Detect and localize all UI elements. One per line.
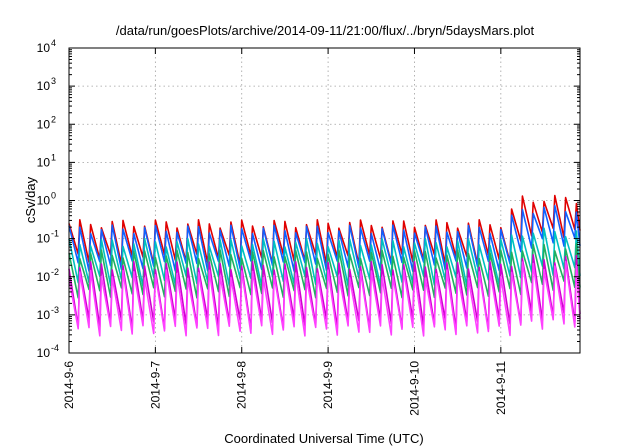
grid-layer	[69, 48, 580, 353]
x-tick-label: 2014-9-11	[494, 361, 508, 415]
y-tick-label: 10	[37, 308, 51, 322]
x-tick-label: 2014-9-9	[321, 361, 335, 409]
series-layer	[68, 194, 581, 337]
y-tick-base: 10	[37, 79, 51, 93]
y-tick-label: 10	[37, 117, 51, 131]
y-tick-exponent: -3	[51, 305, 59, 315]
y-tick-label: 10	[37, 155, 51, 169]
y-tick-label: 10	[37, 41, 51, 55]
chart-title: /data/run/goesPlots/archive/2014-09-11/2…	[116, 23, 535, 38]
y-tick-base: 10	[37, 346, 51, 360]
x-tick-label: 2014-9-8	[235, 361, 249, 409]
y-tick-label: 10	[37, 232, 51, 246]
y-tick-exponent: -1	[51, 229, 59, 239]
y-tick-exponent: 1	[51, 152, 56, 162]
x-tick-label: 2014-9-10	[407, 361, 421, 416]
y-axis-label: cSv/day	[23, 176, 38, 223]
y-tick-exponent: -2	[51, 267, 59, 277]
y-tick-exponent: -4	[51, 343, 59, 353]
x-tick-label: 2014-9-7	[148, 361, 162, 409]
x-tick-layer: 2014-9-6 2014-9-7 2014-9-8 2014-9-9 2014-9-1…	[62, 48, 508, 416]
y-tick-label: 10	[37, 79, 51, 93]
y-tick-base: 10	[37, 270, 51, 284]
y-tick-exponent: 0	[51, 191, 56, 201]
y-tick-base: 10	[37, 155, 51, 169]
y-tick-label: 10	[37, 194, 51, 208]
y-tick-base: 10	[37, 308, 51, 322]
y-tick-base: 10	[37, 41, 51, 55]
y-tick-base: 10	[37, 117, 51, 131]
series-line	[68, 260, 581, 337]
y-tick-base: 10	[37, 232, 51, 246]
y-tick-exponent: 3	[51, 76, 56, 86]
y-tick-label: 10	[37, 346, 51, 360]
x-axis-label: Coordinated Universal Time (UTC)	[224, 431, 423, 446]
x-tick-label: 2014-9-6	[62, 361, 76, 409]
y-tick-label: 10	[37, 270, 51, 284]
y-tick-exponent: 4	[51, 38, 56, 48]
y-tick-exponent: 2	[51, 114, 56, 124]
y-tick-base: 10	[37, 194, 51, 208]
